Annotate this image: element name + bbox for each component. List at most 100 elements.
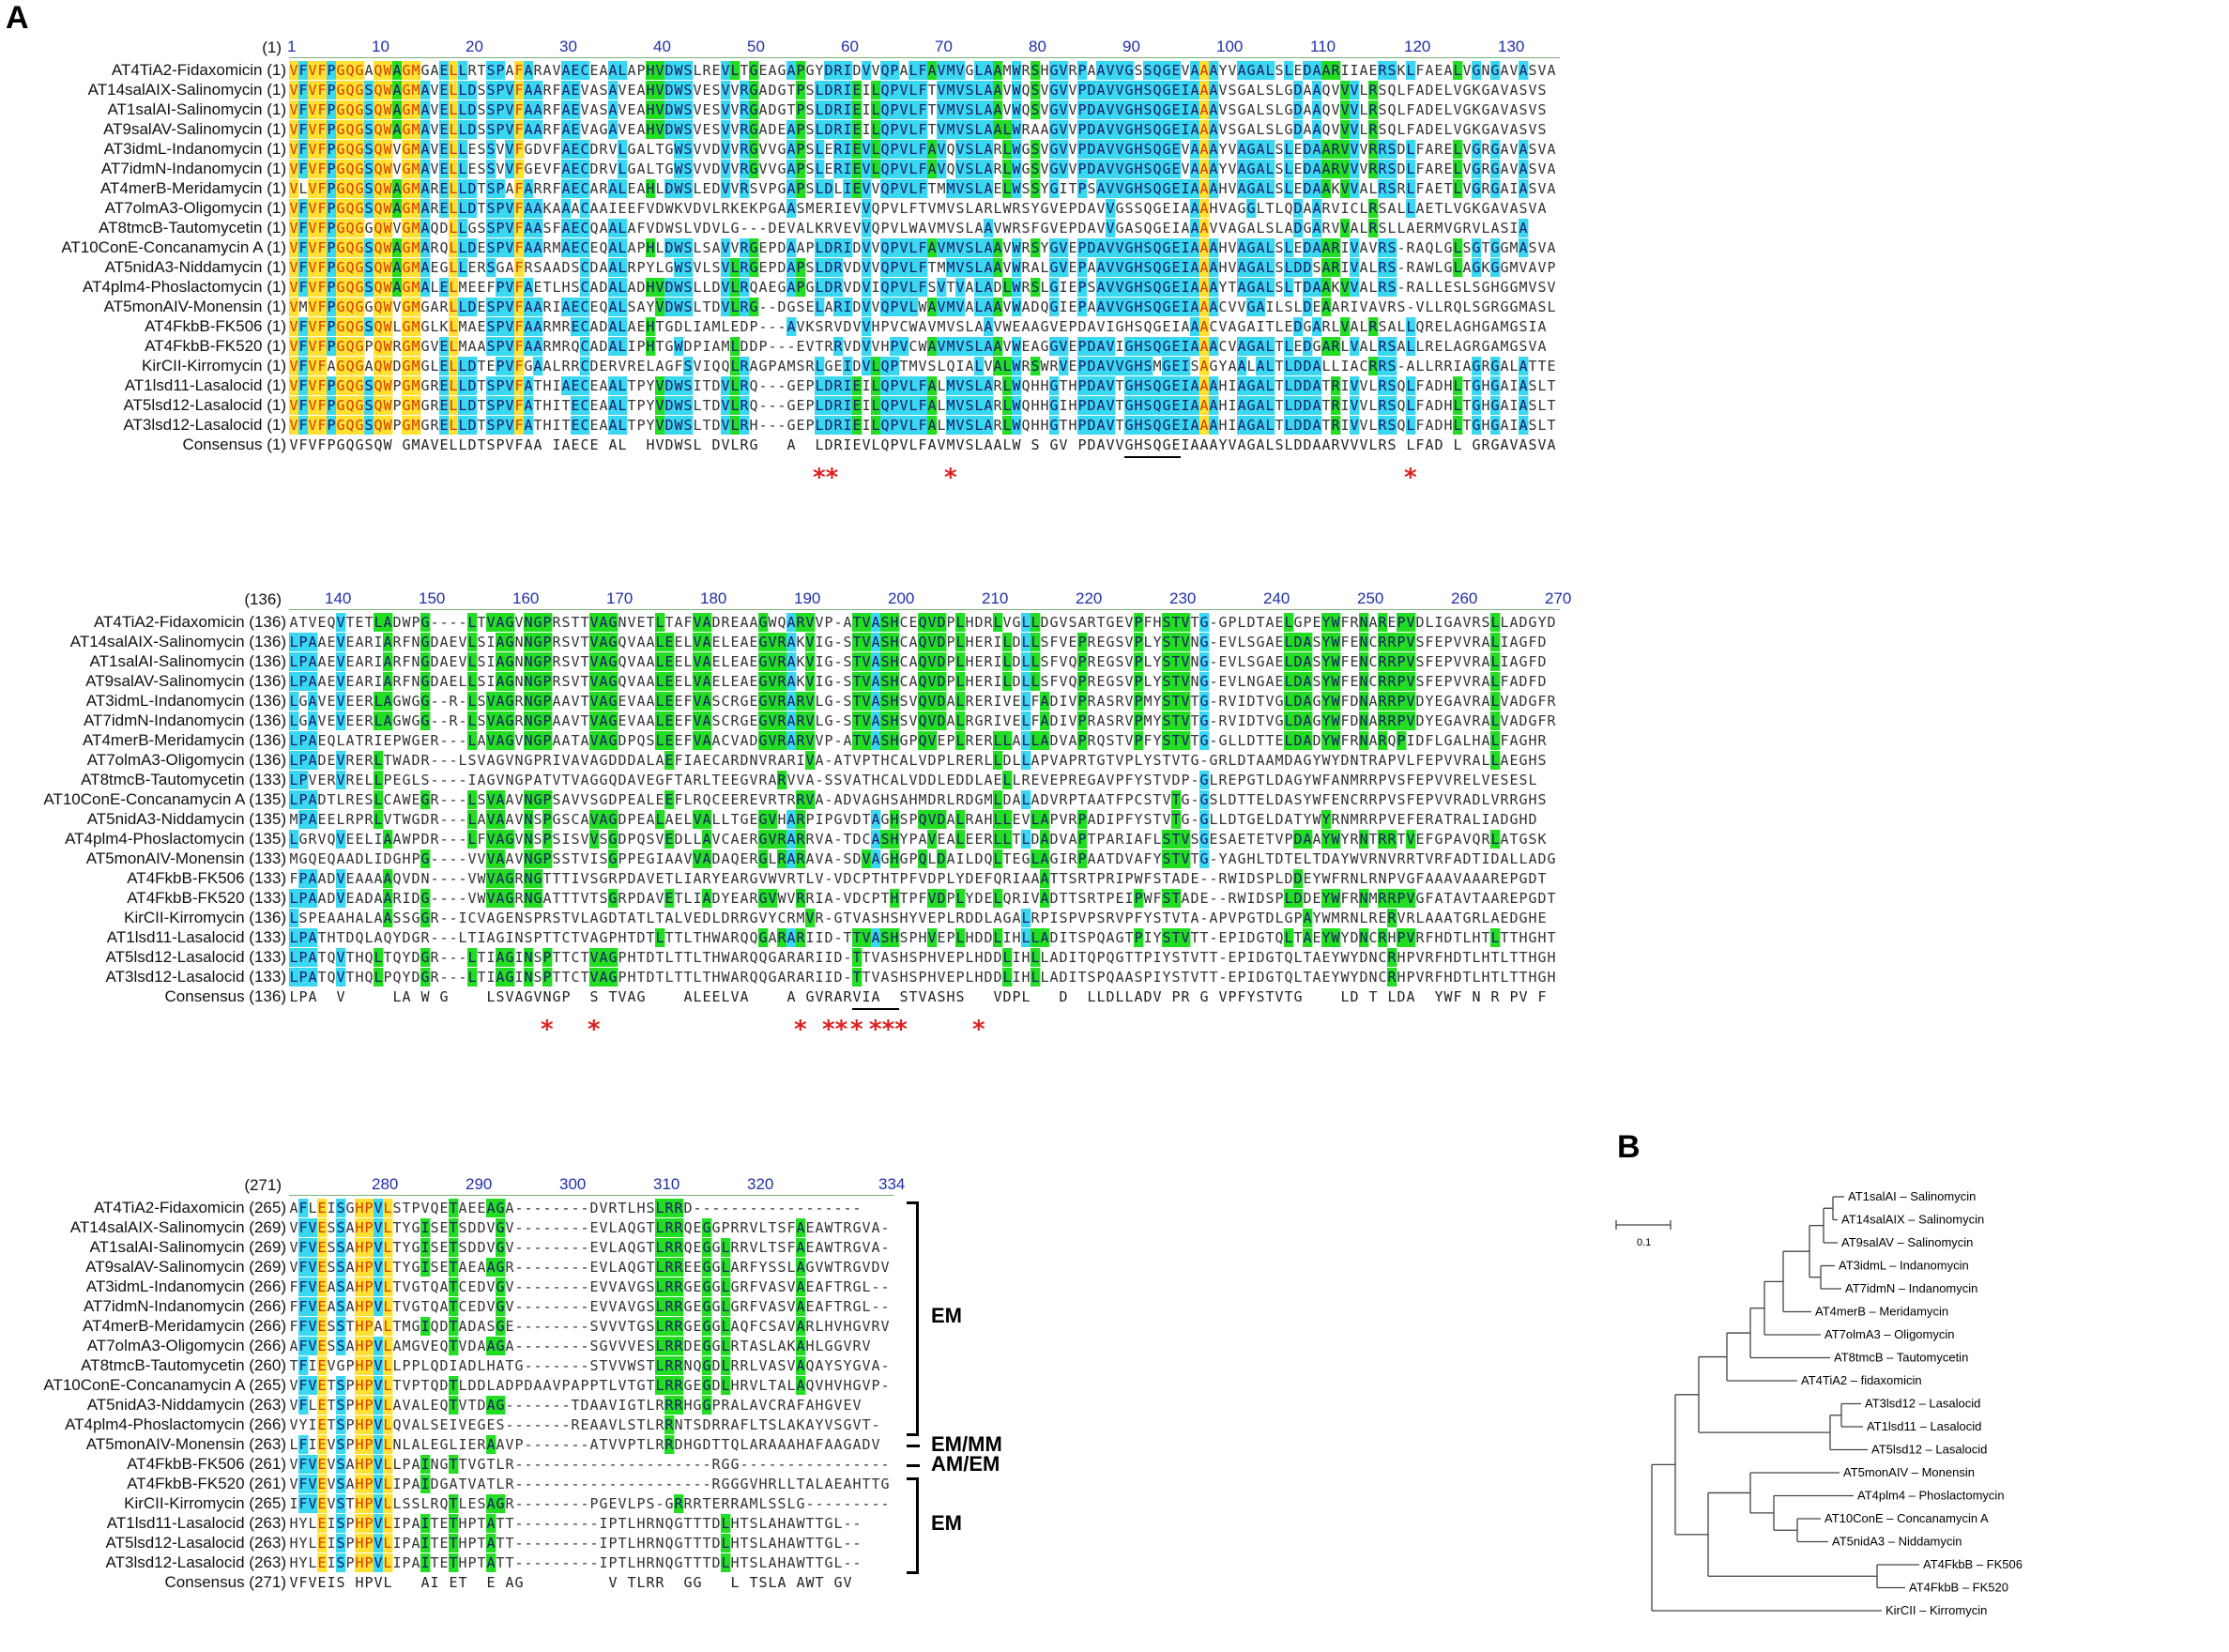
residue: G [749, 161, 757, 177]
residue-highlight [1171, 238, 1182, 257]
residue: P [298, 772, 307, 788]
residue: D [1031, 298, 1039, 315]
residue-highlight [946, 81, 956, 99]
residue-highlight [1312, 357, 1322, 375]
residue-highlight [1077, 416, 1088, 435]
residue-highlight [486, 160, 496, 178]
residue-highlight [1012, 179, 1022, 198]
residue-highlight [298, 869, 309, 888]
residue: D [1434, 377, 1443, 394]
residue: R [542, 298, 552, 315]
residue: A [608, 180, 617, 197]
residue: G [524, 358, 532, 375]
sequence-name: AT7idmN-Indanomycin [101, 160, 263, 177]
residue: L [1462, 279, 1471, 296]
residue: E [477, 318, 485, 335]
residue: V [862, 239, 870, 256]
residue: S [1378, 318, 1386, 335]
residue: G [533, 634, 542, 650]
residue-highlight [796, 100, 806, 119]
residue-highlight [833, 298, 844, 316]
residue-highlight [918, 396, 928, 415]
residue-highlight [486, 219, 496, 237]
residue-highlight [1106, 81, 1116, 99]
residue: L [815, 358, 823, 375]
residue-highlight [1106, 179, 1116, 198]
residue-highlight [1209, 298, 1219, 316]
residue: E [1293, 338, 1302, 355]
residue: D [664, 239, 673, 256]
residue: M [298, 298, 307, 315]
sequence-start-position: (136) [245, 633, 286, 650]
residue-highlight [880, 140, 891, 159]
residue: G [1124, 298, 1133, 315]
residue: I [1228, 377, 1236, 394]
residue: P [796, 279, 804, 296]
sequence-label: AT1salAI-Salinomycin (136) [0, 651, 286, 671]
residue-highlight [496, 376, 506, 395]
residue: E [571, 180, 579, 197]
residue: G [1246, 259, 1255, 276]
residue: S [965, 180, 973, 197]
residue-highlight [449, 278, 459, 297]
residue: L [1443, 318, 1452, 335]
residue: V [955, 101, 964, 118]
residue: A [927, 141, 936, 158]
residue-highlight [317, 219, 328, 237]
residue: Q [1143, 220, 1152, 237]
residue: G [1162, 121, 1170, 138]
residue: V [1472, 220, 1480, 237]
residue: R [1378, 338, 1387, 355]
residue-highlight [908, 160, 919, 178]
residue: I [374, 634, 382, 650]
consensus-residue: G [524, 988, 532, 1005]
residue-highlight [1199, 238, 1210, 257]
residue: S [683, 101, 692, 118]
residue-highlight [608, 179, 618, 198]
residue: Q [880, 397, 889, 414]
residue: S [1275, 239, 1283, 256]
residue-highlight [317, 140, 328, 159]
residue: A [1181, 200, 1189, 217]
residue: A [786, 141, 795, 158]
residue: P [327, 121, 335, 138]
residue-highlight [505, 199, 515, 218]
residue-highlight [833, 376, 844, 395]
residue-highlight [1406, 376, 1416, 395]
residue-highlight [439, 376, 450, 395]
residue: R [627, 358, 636, 375]
residue-highlight [908, 140, 919, 159]
residue-highlight [1472, 396, 1482, 415]
residue-highlight [505, 317, 515, 336]
residue-highlight [1199, 199, 1210, 218]
residue: V [1350, 239, 1358, 256]
residue: Q [880, 141, 889, 158]
residue-highlight [993, 61, 1003, 80]
residue-highlight [1059, 140, 1069, 159]
residue: A [533, 239, 542, 256]
residue: R [833, 121, 843, 138]
residue: A [561, 791, 570, 808]
residue: A [1500, 141, 1508, 158]
residue-highlight [1519, 357, 1529, 375]
residue: D [1087, 239, 1095, 256]
residue: Q [345, 62, 354, 79]
residue: L [289, 673, 298, 690]
residue-highlight [1256, 416, 1266, 435]
residue-highlight [908, 179, 919, 198]
residue: P [327, 239, 335, 256]
residue: - [777, 377, 786, 394]
residue: V [505, 161, 513, 177]
residue-highlight [1368, 219, 1379, 237]
residue-highlight [993, 238, 1003, 257]
residue: T [317, 929, 326, 946]
sequence-start-position: (133) [245, 849, 286, 867]
residue: R [1378, 279, 1387, 296]
residue-highlight [298, 81, 309, 99]
residue-highlight [1012, 337, 1022, 356]
residue: F [317, 259, 326, 276]
residue-highlight [664, 238, 675, 257]
residue-highlight [1303, 278, 1313, 297]
residue: R [552, 634, 561, 650]
residue: G [336, 82, 344, 99]
